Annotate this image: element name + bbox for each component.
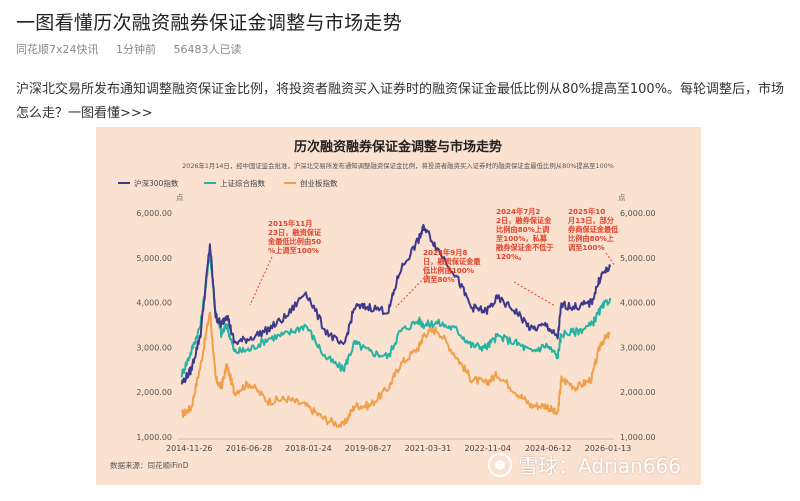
annotation-text-2: 比例由80%上调	[496, 225, 549, 234]
y-tick-right: 6,000.00	[620, 209, 656, 218]
annotation-text-3: 2025年10	[568, 207, 605, 216]
chart-source: 数据来源：同花顺iFinD	[110, 460, 189, 470]
y-tick-right: 4,000.00	[620, 299, 656, 308]
x-tick-label: 2021-03-31	[405, 444, 452, 453]
x-tick-label: 2014-11-26	[166, 444, 213, 453]
y-tick-left: 4,000.00	[136, 299, 172, 308]
annotation-text-2: 至100%，私募	[496, 234, 548, 243]
annotation-text-0: 2015年11月	[268, 219, 312, 228]
annotation-text-0: 金最低比例由50	[267, 237, 321, 246]
x-tick-label: 2016-06-28	[226, 444, 273, 453]
chart-title: 历次融资融券保证金调整与市场走势	[294, 139, 502, 155]
annotation-text-2: 120%。	[496, 252, 525, 261]
annotation-text-3: 比例由80%上	[568, 234, 614, 243]
annotation-text-1: 日，融资保证金最	[423, 257, 481, 266]
annotation-arrow-0	[249, 256, 273, 306]
legend-label-0: 沪深300指数	[134, 178, 179, 188]
y-tick-left: 5,000.00	[136, 254, 172, 263]
y-tick-left: 3,000.00	[136, 343, 172, 352]
annotation-text-0: %上调至100%	[268, 246, 319, 255]
source-label[interactable]: 同花顺7x24快讯	[16, 43, 99, 56]
annotation-text-2: 2日，融券保证金	[496, 216, 552, 225]
watermark: 雪球：Adrian666	[488, 450, 681, 479]
legend-label-2: 创业板指数	[300, 178, 338, 188]
annotation-text-2: 2024年7月2	[496, 207, 540, 216]
chart-subtitle: 2026年1月14日，经中国证监会批准，沪深北交易所发布通知调整融资保证金比例，…	[182, 161, 614, 170]
chart-svg: 历次融资融券保证金调整与市场走势 2026年1月14日，经中国证监会批准，沪深北交…	[110, 139, 656, 470]
annotation-arrow-3	[605, 252, 616, 267]
y-tick-left: 6,000.00	[136, 209, 172, 218]
publish-time: 1分钟前	[116, 43, 157, 56]
annotation-text-3: 券商保证金最低	[567, 225, 619, 234]
watermark-text: 雪球：Adrian666	[518, 454, 681, 478]
series-line-0	[180, 223, 612, 385]
x-tick-label: 2022-11-04	[464, 444, 511, 453]
series-line-2	[181, 311, 611, 428]
annotation-text-0: 23日，融资保证	[268, 228, 322, 237]
chart-image: 历次融资融券保证金调整与市场走势 2026年1月14日，经中国证监会批准，沪深北交…	[96, 127, 701, 485]
x-tick-label: 2026-01-13	[585, 444, 632, 453]
y-unit-right: 点	[618, 193, 626, 202]
annotation-text-3: 月13日，部分	[567, 216, 615, 225]
annotation-text-3: 调至100%	[568, 243, 605, 252]
article-title: 一图看懂历次融资融券保证金调整与市场走势	[16, 12, 403, 34]
x-tick-label: 2024-06-12	[525, 444, 572, 453]
x-tick-label: 2018-01-24	[285, 444, 332, 453]
annotation-arrow-1	[395, 271, 431, 308]
series-line-1	[180, 252, 612, 378]
read-count: 56483人已读	[173, 43, 242, 56]
legend-label-1: 上证综合指数	[220, 178, 265, 188]
snowball-logo-icon	[488, 452, 513, 477]
x-tick-label: 2019-08-27	[345, 444, 392, 453]
y-tick-left: 1,000.00	[136, 433, 172, 442]
article-meta: 同花顺7x24快讯 1分钟前 56483人已读	[16, 41, 256, 57]
y-tick-right: 3,000.00	[620, 343, 656, 352]
annotation-text-1: 低比例由100%	[422, 266, 474, 275]
annotation-arrow-2	[513, 281, 556, 307]
y-unit-left: 点	[176, 193, 184, 202]
annotation-text-2: 融券保证金不低于	[496, 243, 554, 252]
annotation-text-1: 2023年9月8	[423, 248, 467, 257]
y-tick-left: 2,000.00	[136, 388, 172, 397]
y-tick-right: 2,000.00	[620, 388, 656, 397]
annotation-text-1: 调至80%	[423, 275, 455, 284]
y-tick-right: 5,000.00	[620, 254, 656, 263]
y-tick-right: 1,000.00	[620, 433, 656, 442]
article-paragraph: 沪深北交易所发布通知调整融资保证金比例，将投资者融资买入证券时的融资保证金最低比…	[16, 82, 785, 121]
